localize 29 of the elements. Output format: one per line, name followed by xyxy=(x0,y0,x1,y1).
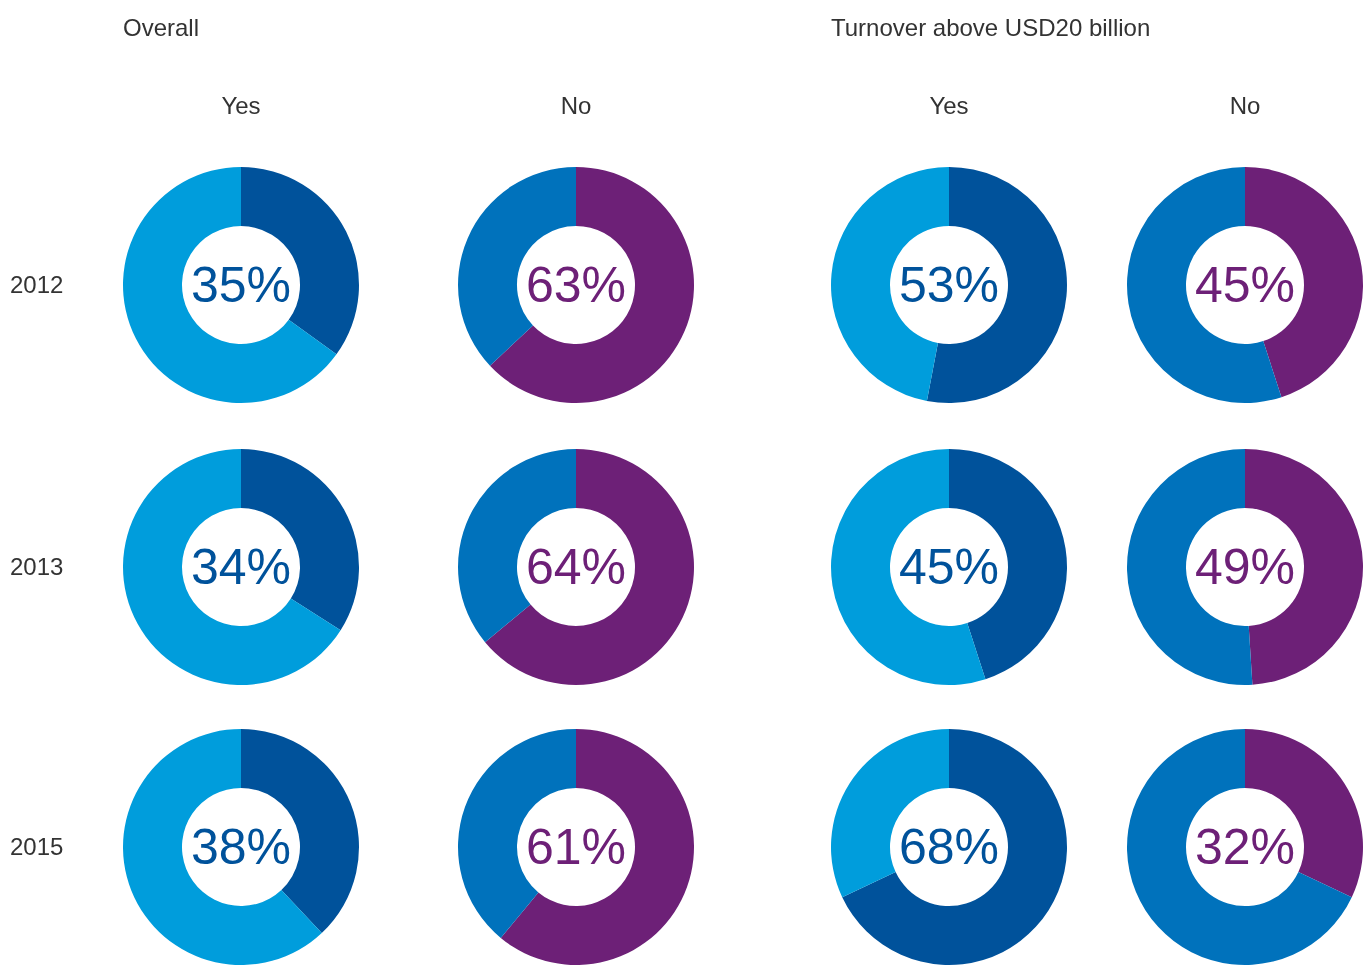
chart-subtitle: No xyxy=(1229,92,1261,120)
chart-subtitle: Yes xyxy=(929,92,969,120)
data-label: 64% xyxy=(526,539,627,595)
data-label: 32% xyxy=(1195,819,1296,875)
text: 2015 xyxy=(10,833,64,861)
donut-slice xyxy=(1127,729,1352,965)
data-label: 45% xyxy=(899,539,1000,595)
donut-slice xyxy=(842,729,1067,965)
donut-slice xyxy=(123,167,337,403)
data-label: 34% xyxy=(191,539,292,595)
chart-subtitle: Yes xyxy=(221,92,261,120)
chart-title: Overall xyxy=(123,14,200,42)
data-label: 45% xyxy=(1195,257,1296,313)
donut-slice xyxy=(485,449,694,685)
data-label: 68% xyxy=(899,819,1000,875)
chart-subtitle: No xyxy=(560,92,592,120)
donut-slice xyxy=(123,449,341,685)
chart-title: Turnover above USD20 billion xyxy=(831,14,1151,42)
donut-slice xyxy=(500,729,694,965)
data-label: 53% xyxy=(899,257,1000,313)
data-label: 38% xyxy=(191,819,292,875)
donut-slice xyxy=(123,729,322,965)
donut-slice xyxy=(489,167,694,403)
data-label: 49% xyxy=(1195,539,1296,595)
data-label: 63% xyxy=(526,257,627,313)
data-label: 61% xyxy=(526,819,627,875)
text: 2012 xyxy=(10,271,64,299)
data-label: 35% xyxy=(191,257,292,313)
text: 2013 xyxy=(10,553,64,581)
